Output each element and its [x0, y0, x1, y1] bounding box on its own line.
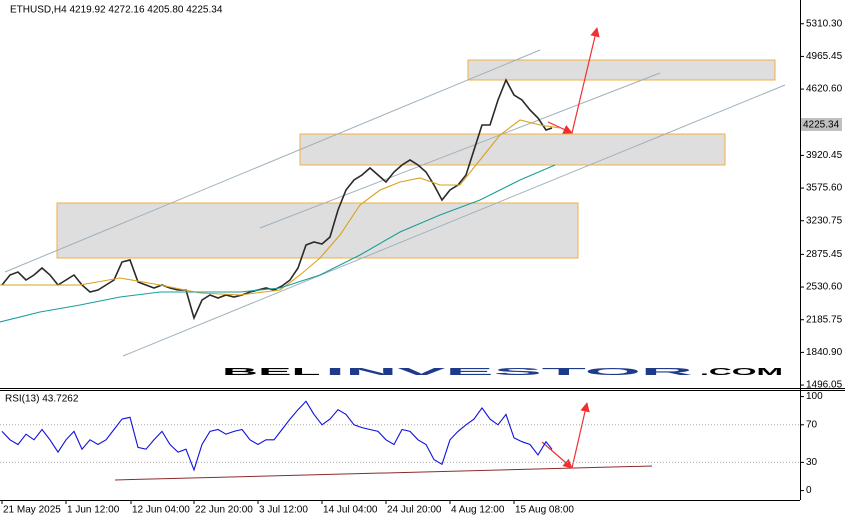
frame: [0, 0, 845, 501]
x-tick-label: 3 Jul 12:00: [259, 505, 308, 516]
series-line: [0, 164, 556, 323]
price-tag: [801, 118, 842, 131]
indicator-title: RSI(13) 43.7262: [5, 394, 79, 405]
arrow: [571, 27, 600, 134]
y-tick-label: 100: [806, 391, 823, 402]
zone: [56, 202, 579, 259]
y-tick-label: 3575.60: [806, 183, 843, 194]
series-line: [1, 400, 553, 472]
y-tick-label: 5310.30: [806, 18, 843, 29]
x-tick-label: 4 Aug 12:00: [451, 505, 505, 516]
x-tick-label: 22 Jun 20:00: [195, 505, 253, 516]
chart-title: ETHUSD,H4 4219.92 4272.16 4205.80 4225.3…: [10, 5, 223, 16]
arrows: [541, 27, 600, 469]
trend-lines: [4, 49, 786, 481]
y-tick-label: 1840.90: [806, 347, 843, 358]
watermark: BEL: [222, 367, 322, 378]
x-tick-label: 1 Jun 12:00: [67, 505, 120, 516]
y-tick-label: 2530.60: [806, 282, 843, 293]
trend-line: [259, 72, 661, 229]
x-tick-label: 14 Jul 04:00: [323, 505, 378, 516]
y-tick-label: 2185.75: [806, 314, 843, 325]
x-tick-label: 21 May 2025: [3, 505, 61, 516]
arrow: [571, 402, 590, 469]
zone: [467, 59, 776, 81]
y-tick-label: 30: [806, 457, 818, 468]
series-line: [0, 119, 561, 296]
x-tick-label: 24 Jul 20:00: [387, 505, 442, 516]
trend-line: [4, 49, 541, 273]
zone: [299, 133, 726, 166]
y-tick-label: 3230.75: [806, 215, 843, 226]
y-tick-label: 4620.60: [806, 84, 843, 95]
y-tick-label: 1496.05: [806, 380, 843, 391]
watermark: .COM: [700, 367, 783, 378]
y-tick-label: 0: [806, 485, 812, 496]
y-tick-label: 70: [806, 419, 818, 430]
arrow: [541, 441, 573, 469]
x-tick-label: 12 Jun 04:00: [132, 505, 190, 516]
x-tick-label: 15 Aug 08:00: [515, 505, 574, 516]
y-tick-label: 4965.45: [806, 51, 843, 62]
watermark: INVESTOR: [325, 367, 699, 378]
y-tick-label: 3920.45: [806, 150, 843, 161]
y-tick-label: 2875.45: [806, 249, 843, 260]
trend-line: [122, 84, 786, 357]
last-price-label: 4225.34: [803, 120, 840, 131]
